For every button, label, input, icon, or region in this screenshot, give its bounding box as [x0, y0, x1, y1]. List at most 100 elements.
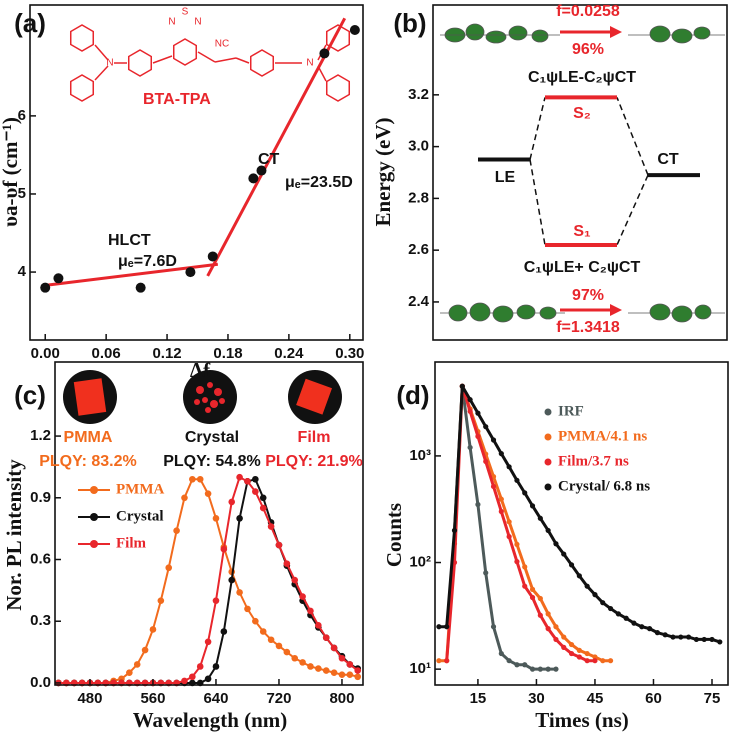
marker [646, 626, 653, 632]
x-tick-label: 30 [528, 690, 545, 707]
marker [522, 564, 528, 570]
plot-frame [434, 361, 729, 686]
marker [133, 661, 141, 668]
marker [189, 475, 196, 483]
y-tick-label: 10¹ [409, 660, 431, 677]
y-tick-label: 1.2 [30, 427, 51, 444]
plot-frame [432, 4, 728, 341]
marker [600, 600, 606, 606]
annotation: f=1.3418 [556, 319, 620, 336]
marker [553, 624, 559, 630]
marker [545, 626, 551, 632]
marker [568, 562, 575, 568]
marker [592, 592, 598, 598]
marker [436, 658, 442, 664]
data-point [40, 282, 51, 293]
x-axis-label: Times (ns) [535, 708, 629, 732]
y-tick-label: 2.4 [408, 293, 430, 310]
x-tick-label: 0.30 [335, 345, 364, 362]
marker [498, 496, 504, 502]
legend-marker [544, 408, 552, 416]
marker [584, 658, 590, 664]
x-tick-label: 0.06 [92, 345, 121, 362]
plot-frame [29, 4, 364, 341]
x-tick-label: 0.00 [31, 345, 60, 362]
marker [545, 527, 551, 534]
marker [196, 475, 204, 483]
x-tick-label: 60 [645, 690, 662, 707]
marker [467, 444, 473, 451]
marker [259, 494, 267, 502]
marker [259, 628, 267, 635]
marker [685, 634, 692, 640]
marker [196, 663, 204, 670]
x-tick-label: 15 [470, 690, 487, 707]
orbital-bottom-right [628, 303, 725, 323]
panel-label: (d) [396, 380, 429, 410]
marker [576, 573, 582, 579]
annotation: μₑ=7.6D [118, 253, 177, 270]
marker [291, 654, 299, 662]
marker [467, 408, 473, 414]
marker [459, 383, 465, 389]
marker [701, 636, 707, 643]
marker [693, 636, 699, 643]
marker [537, 666, 543, 672]
marker [537, 612, 543, 618]
x-tick-label: 0.18 [213, 345, 242, 362]
x-tick-label: 480 [77, 690, 102, 707]
marker [498, 451, 504, 457]
marker [444, 658, 450, 664]
y-tick-label: 10³ [409, 447, 431, 464]
x-tick-label: 75 [704, 690, 721, 707]
molecule-label: NC [215, 39, 229, 50]
annotation: f=0.0258 [556, 3, 620, 20]
marker [607, 605, 614, 612]
legend-marker [90, 540, 98, 548]
marker [568, 641, 575, 648]
y-tick-label: 0.6 [30, 550, 51, 567]
data-point [319, 48, 330, 59]
marker [662, 632, 668, 638]
marker [252, 488, 259, 495]
molecule-ring [249, 49, 275, 77]
annotation: 96% [572, 41, 604, 58]
marker [354, 667, 362, 674]
annotation: PLQY: 83.2% [39, 453, 137, 470]
legend-marker [90, 486, 98, 494]
annotation: HLCT [108, 232, 151, 249]
marker [490, 483, 497, 490]
marker [330, 644, 338, 652]
y-tick-label: 10² [409, 553, 431, 570]
y-tick-label: 0.3 [30, 612, 51, 629]
sample-photos [63, 370, 342, 424]
marker [592, 654, 598, 660]
y-axis-label: υa-υf (cm⁻¹) [0, 117, 22, 227]
marker [228, 576, 236, 584]
molecule-label: N [106, 58, 113, 69]
data-point [248, 173, 259, 184]
molecule-bond [94, 65, 109, 81]
molecule-bond [152, 55, 173, 64]
marker [584, 583, 590, 589]
level-label: LE [495, 169, 516, 186]
data-point [207, 251, 218, 262]
marker [236, 515, 243, 522]
annotation: Film [298, 429, 331, 446]
orbital-top-left [440, 23, 560, 44]
marker [220, 545, 228, 553]
connector [529, 97, 546, 160]
panel-label: (a) [14, 8, 46, 38]
marker [522, 490, 528, 496]
marker [189, 673, 196, 681]
molecule-label: N [306, 58, 313, 69]
y-tick-label: 4 [18, 263, 27, 280]
marker [330, 669, 338, 676]
marker [244, 478, 251, 485]
orbital-top-right [628, 25, 725, 44]
connector [529, 159, 546, 246]
marker [506, 534, 512, 540]
marker [315, 665, 322, 672]
marker [322, 667, 330, 674]
y-tick-label: 6 [18, 107, 26, 124]
